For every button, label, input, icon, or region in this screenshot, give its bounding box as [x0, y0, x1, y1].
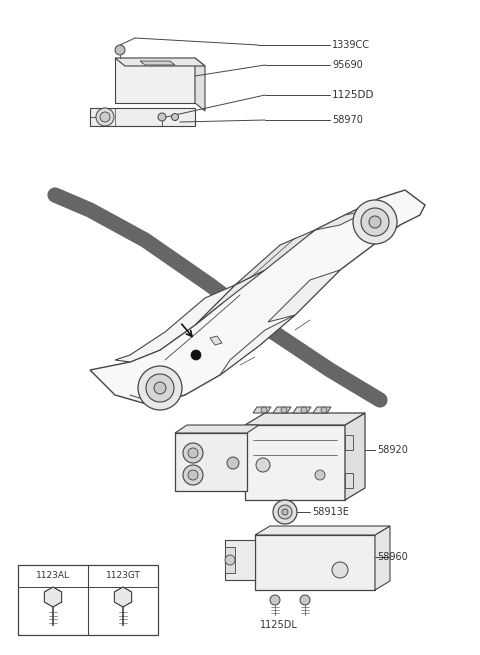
Polygon shape: [255, 535, 375, 590]
Circle shape: [300, 595, 310, 605]
Polygon shape: [220, 315, 295, 375]
Polygon shape: [195, 270, 265, 325]
Circle shape: [278, 505, 292, 519]
Text: 58913E: 58913E: [312, 507, 349, 517]
Polygon shape: [273, 407, 291, 413]
Polygon shape: [245, 425, 345, 500]
Polygon shape: [175, 433, 247, 491]
Polygon shape: [90, 190, 425, 405]
Circle shape: [332, 562, 348, 578]
Circle shape: [100, 112, 110, 122]
Polygon shape: [345, 473, 353, 488]
Polygon shape: [115, 285, 235, 362]
Text: 95690: 95690: [332, 60, 363, 70]
Circle shape: [188, 470, 198, 480]
Polygon shape: [210, 336, 222, 345]
Polygon shape: [313, 407, 331, 413]
Polygon shape: [315, 210, 370, 230]
Circle shape: [281, 407, 287, 413]
Text: 58960: 58960: [377, 552, 408, 562]
Circle shape: [183, 465, 203, 485]
Text: 1123AL: 1123AL: [36, 572, 70, 580]
Polygon shape: [140, 61, 175, 65]
Polygon shape: [245, 413, 365, 425]
Text: 58920: 58920: [377, 445, 408, 455]
Circle shape: [115, 45, 125, 55]
Circle shape: [171, 113, 179, 121]
Polygon shape: [235, 230, 315, 285]
Text: 58970: 58970: [332, 115, 363, 125]
Polygon shape: [115, 58, 195, 103]
Circle shape: [369, 216, 381, 228]
Circle shape: [282, 509, 288, 515]
Circle shape: [261, 407, 267, 413]
Circle shape: [225, 555, 235, 565]
Circle shape: [353, 200, 397, 244]
Circle shape: [315, 470, 325, 480]
Circle shape: [183, 443, 203, 463]
Text: 1123GT: 1123GT: [106, 572, 141, 580]
Polygon shape: [115, 58, 205, 66]
Circle shape: [188, 448, 198, 458]
Circle shape: [138, 366, 182, 410]
Polygon shape: [375, 526, 390, 590]
Polygon shape: [255, 526, 390, 535]
Polygon shape: [345, 435, 353, 450]
Polygon shape: [225, 540, 255, 580]
Circle shape: [256, 458, 270, 472]
Polygon shape: [268, 270, 340, 322]
Circle shape: [158, 113, 166, 121]
Polygon shape: [90, 108, 195, 126]
Circle shape: [191, 350, 201, 360]
Circle shape: [227, 457, 239, 469]
Circle shape: [321, 407, 327, 413]
Polygon shape: [175, 425, 259, 433]
Circle shape: [270, 595, 280, 605]
Polygon shape: [225, 547, 235, 573]
Polygon shape: [114, 587, 132, 607]
Polygon shape: [44, 587, 61, 607]
Circle shape: [301, 407, 307, 413]
Circle shape: [146, 374, 174, 402]
Text: 1125DL: 1125DL: [260, 620, 298, 630]
Circle shape: [96, 108, 114, 126]
Circle shape: [273, 500, 297, 524]
Polygon shape: [253, 407, 271, 413]
Bar: [18, 565, 158, 635]
Circle shape: [154, 382, 166, 394]
Text: 1125DD: 1125DD: [332, 90, 374, 100]
Polygon shape: [345, 413, 365, 500]
Polygon shape: [293, 407, 311, 413]
Circle shape: [361, 208, 389, 236]
Polygon shape: [195, 58, 205, 111]
Text: 1339CC: 1339CC: [332, 40, 370, 50]
